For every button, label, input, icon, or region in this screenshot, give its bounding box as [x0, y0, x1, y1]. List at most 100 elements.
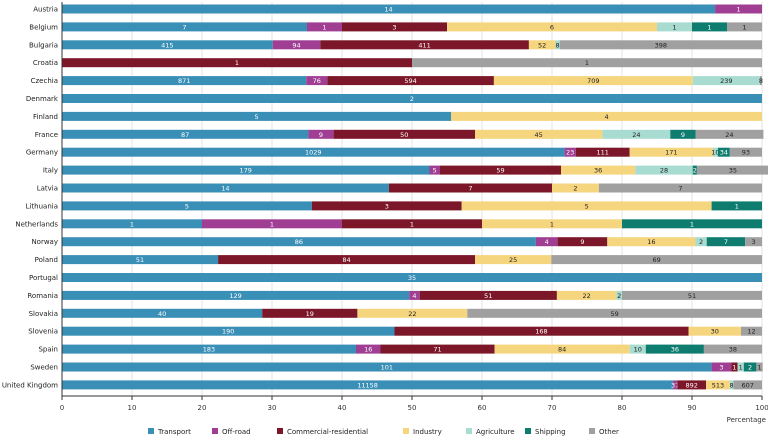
data-label-denmark-transport: 2 [410, 95, 414, 103]
data-label-croatia-commercial-residential: 1 [235, 59, 239, 67]
legend-label-commercial-residential: Commercial-residential [287, 428, 368, 436]
bar-segment-slovakia-commercial-residential [262, 308, 358, 318]
x-tick-label: 40 [338, 404, 347, 412]
country-label-portugal: Portugal [29, 274, 58, 282]
x-tick-label: 30 [268, 404, 277, 412]
bar-segment-norway-commercial-residential [557, 237, 608, 247]
data-label-latvia-transport: 14 [221, 185, 229, 193]
bar-segment-sweden-other [756, 362, 763, 372]
data-label-slovenia-industry: 30 [711, 328, 719, 336]
data-label-united-kingdom-industry: 513 [712, 381, 724, 389]
data-label-bulgaria-agriculture: 8 [556, 41, 560, 49]
data-label-czechia-industry: 709 [587, 77, 599, 85]
data-label-italy-other: 35 [729, 167, 737, 175]
bar-segment-sweden-transport [62, 362, 712, 372]
data-label-netherlands-shipping: 1 [690, 220, 694, 228]
data-label-slovakia-commercial-residential: 19 [306, 310, 314, 318]
bar-segment-latvia-transport [62, 183, 389, 193]
bar-segment-poland-commercial-residential [218, 255, 475, 265]
bar-segment-united-kingdom-industry [706, 380, 730, 390]
data-label-romania-agriculture: 2 [617, 292, 621, 300]
x-tick-label: 50 [408, 404, 417, 412]
bar-segment-norway-agriculture [695, 237, 707, 247]
data-label-united-kingdom-agriculture: 8 [729, 381, 733, 389]
bar-segment-germany-industry [629, 147, 713, 157]
bar-segment-germany-off-road [564, 147, 576, 157]
bar-segment-spain-agriculture [629, 344, 646, 354]
bar-segment-poland-other [551, 255, 762, 265]
bar-segment-poland-transport [62, 255, 219, 265]
bar-segment-bulgaria-off-road [272, 40, 321, 50]
data-label-czechia-agriculture: 239 [720, 77, 732, 85]
data-label-france-shipping: 9 [681, 131, 685, 139]
data-label-bulgaria-other: 398 [655, 41, 667, 49]
data-label-spain-off-road: 16 [364, 346, 372, 354]
data-label-spain-shipping: 36 [671, 346, 679, 354]
data-label-france-agriculture: 24 [632, 131, 640, 139]
bar-segment-latvia-commercial-residential [388, 183, 552, 193]
data-label-netherlands-industry: 1 [550, 220, 554, 228]
country-label-latvia: Latvia [37, 185, 58, 193]
bar-segment-lithuania-shipping [711, 201, 762, 211]
bar-segment-spain-transport [62, 344, 356, 354]
data-label-romania-other: 51 [688, 292, 696, 300]
bar-segment-norway-industry [607, 237, 696, 247]
bar-segment-belgium-shipping [692, 22, 727, 32]
bar-segment-belgium-agriculture [657, 22, 692, 32]
bar-segment-france-agriculture [602, 129, 671, 139]
data-label-france-industry: 45 [535, 131, 543, 139]
bar-segment-austria-transport [62, 4, 716, 14]
country-label-italy: Italy [43, 167, 58, 175]
bar-segment-portugal-transport [62, 273, 762, 282]
data-label-finland-industry: 4 [605, 113, 609, 121]
data-label-romania-transport: 129 [229, 292, 241, 300]
data-label-france-other: 24 [725, 131, 733, 139]
data-label-united-kingdom-off-road: 37 [671, 381, 679, 389]
bar-segment-spain-commercial-residential [380, 344, 495, 354]
data-label-germany-off-road: 23 [566, 149, 574, 157]
country-label-united-kingdom: United Kingdom [2, 381, 58, 389]
data-label-netherlands-off-road: 1 [270, 220, 274, 228]
country-label-slovakia: Slovakia [29, 310, 58, 318]
bar-segment-united-kingdom-off-road [673, 380, 678, 390]
bar-segment-germany-transport [62, 147, 565, 157]
bar-segment-italy-other [696, 165, 768, 175]
bar-segment-bulgaria-commercial-residential [320, 40, 529, 50]
country-label-bulgaria: Bulgaria [29, 41, 58, 49]
bar-segment-austria-off-road [715, 4, 762, 14]
country-label-netherlands: Netherlands [15, 220, 58, 228]
data-label-belgium-transport: 7 [182, 23, 186, 31]
bar-segment-netherlands-industry [482, 219, 622, 229]
bar-segment-italy-transport [62, 165, 430, 175]
bar-segment-belgium-other [727, 22, 762, 32]
data-label-slovakia-industry: 22 [408, 310, 416, 318]
bar-segment-belgium-commercial-residential [342, 22, 447, 32]
bar-segment-germany-agriculture [713, 147, 718, 157]
data-label-slovenia-commercial-residential: 168 [535, 328, 547, 336]
data-label-slovenia-other: 12 [747, 328, 755, 336]
data-label-italy-commercial-residential: 59 [496, 167, 504, 175]
bar-segment-slovakia-other [467, 308, 762, 318]
data-label-austria-transport: 14 [384, 6, 392, 14]
country-label-croatia: Croatia [33, 59, 58, 67]
data-label-germany-shipping: 34 [720, 149, 728, 157]
bar-segment-germany-commercial-residential [575, 147, 630, 157]
bar-segment-czechia-transport [62, 76, 307, 86]
x-axis-label: Percentage [727, 416, 766, 424]
country-label-poland: Poland [35, 256, 58, 264]
bar-segment-netherlands-shipping [622, 219, 762, 229]
bar-segment-slovakia-transport [62, 308, 263, 318]
bar-segment-bulgaria-transport [62, 40, 273, 50]
data-label-norway-commercial-residential: 9 [580, 238, 584, 246]
data-label-sweden-off-road: 3 [719, 364, 723, 372]
legend-label-other: Other [599, 428, 619, 436]
bar-segment-slovenia-transport [62, 326, 395, 336]
data-label-slovenia-transport: 190 [222, 328, 234, 336]
bar-segment-sweden-off-road [711, 362, 732, 372]
legend-swatch-transport [148, 428, 154, 434]
bar-segment-spain-shipping [645, 344, 704, 354]
bar-segment-france-off-road [308, 129, 334, 139]
data-label-norway-shipping: 7 [724, 238, 728, 246]
bar-segment-spain-other [703, 344, 762, 354]
